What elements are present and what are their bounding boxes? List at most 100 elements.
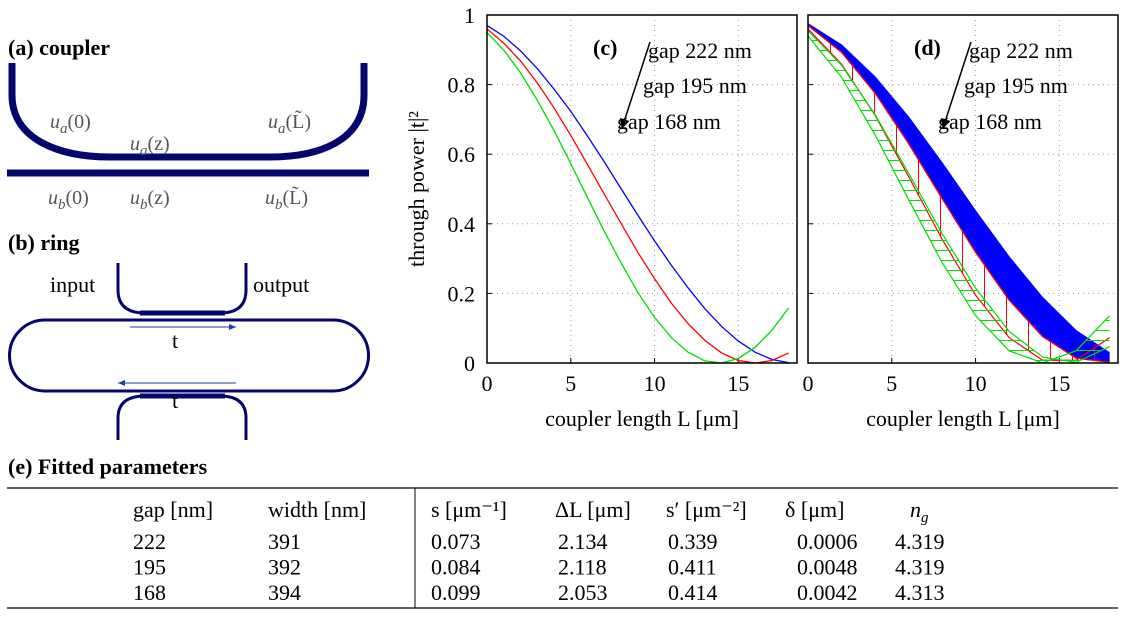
port-label: output (253, 272, 309, 297)
coefficient-label: t (172, 388, 178, 413)
panel-label: (d) (914, 35, 941, 60)
table-cell: 392 (268, 555, 301, 580)
drop-waveguide (116, 394, 248, 440)
column-header: δ [μm] (785, 497, 844, 522)
math-label: ub(L̃) (265, 185, 308, 213)
y-tick-label: 0.2 (448, 281, 476, 306)
annotation: gap 168 nm (617, 109, 721, 134)
y-tick-label: 0.4 (448, 212, 476, 237)
annotation: gap 168 nm (938, 109, 1042, 134)
range-area (808, 25, 1110, 363)
column-header: s′ [μm⁻²] (666, 497, 747, 522)
table-cell: 2.118 (558, 555, 607, 580)
subscript: a (278, 121, 286, 137)
y-tick-label: 0.6 (448, 142, 476, 167)
subscript: a (60, 121, 68, 137)
table-cell: 4.319 (895, 529, 945, 554)
annotation: gap 222 nm (969, 38, 1073, 63)
x-tick-label: 5 (886, 371, 897, 396)
math-label: ng (910, 497, 929, 526)
x-tick-label: 0 (482, 371, 493, 396)
chart: 0 5 10 15 0 0.2 0.4 0.6 0.8 1 through power |t|² co… (404, 3, 798, 431)
y-axis-label: through power |t|² (404, 111, 429, 267)
x-tick-label: 10 (644, 371, 666, 396)
table-cell: 168 (133, 580, 166, 605)
y-tick-label: 0.8 (448, 73, 476, 98)
column-header: s [μm⁻¹] (431, 497, 507, 522)
chart: 0 5 10 15 coupler length L [μm] (d) gap 222 nm… (803, 14, 1119, 431)
table-cell: 2.053 (558, 580, 608, 605)
table-cell: 394 (268, 580, 301, 605)
port-label: input (50, 272, 95, 297)
panel-label: (b) ring (8, 230, 80, 255)
x-tick-label: 15 (727, 371, 749, 396)
column-header: ΔL [μm] (555, 497, 631, 522)
symbol: u (130, 187, 140, 209)
annotation: gap 195 nm (964, 73, 1068, 98)
range-area (808, 30, 1110, 363)
subscript: b (140, 197, 148, 213)
ring (8, 318, 370, 393)
argument: (0) (66, 187, 89, 209)
table-cell: 0.0006 (797, 529, 858, 554)
table-cell: 0.084 (431, 555, 481, 580)
table-cell: 0.0048 (797, 555, 858, 580)
math-label: ua(0) (50, 111, 91, 137)
argument: (L̃) (286, 109, 312, 133)
y-tick-label: 0 (464, 351, 475, 376)
x-tick-label: 0 (803, 371, 814, 396)
table-cell: 0.073 (431, 529, 481, 554)
argument: (L̃) (283, 185, 309, 209)
table-cell: 2.134 (558, 529, 608, 554)
argument: (z) (148, 133, 170, 155)
range-lower (808, 35, 1111, 363)
x-tick-label: 15 (1048, 371, 1070, 396)
math-label: ua(L̃) (268, 109, 311, 137)
subscript: a (140, 143, 148, 159)
symbol: u (50, 111, 60, 133)
table-cell: 0.099 (431, 580, 481, 605)
range-area (808, 23, 1110, 363)
argument: (0) (68, 111, 91, 133)
range-upper (808, 23, 1110, 354)
table-cell: 4.313 (895, 580, 945, 605)
column-header: gap [nm] (133, 497, 213, 522)
table-cell: 0.411 (668, 555, 717, 580)
panel-label: (c) (593, 35, 617, 60)
math-label: ub(z) (130, 187, 170, 213)
range-upper (808, 24, 1110, 363)
coefficient-label: t (172, 328, 178, 353)
data-line (487, 24, 789, 363)
symbol: u (130, 133, 140, 155)
bent-waveguide (8, 63, 368, 161)
table-cell: 222 (133, 529, 166, 554)
annotation: gap 222 nm (648, 38, 752, 63)
table-cell: 0.339 (668, 529, 718, 554)
arrow (941, 41, 972, 129)
subscript: b (275, 197, 283, 213)
table-title: (e) Fitted parameters (8, 454, 208, 479)
arrow (620, 41, 651, 129)
table-cell: 0.414 (668, 580, 718, 605)
table-cell: 4.319 (895, 555, 945, 580)
x-tick-label: 5 (565, 371, 576, 396)
table-cell: 195 (133, 555, 166, 580)
subscript: g (921, 510, 929, 526)
math-label: ub(0) (48, 187, 89, 213)
plot-frame (807, 14, 1119, 364)
symbol: u (265, 187, 275, 209)
table-cell: 0.0042 (797, 580, 858, 605)
range-upper (808, 30, 1110, 363)
input-waveguide (116, 263, 248, 315)
symbol: n (910, 497, 921, 522)
plot-area (808, 23, 1111, 363)
table-cell: 391 (268, 529, 301, 554)
math-label: ua(z) (130, 133, 170, 159)
plot-area (487, 24, 790, 363)
panel-label: (a) coupler (8, 35, 110, 60)
argument: (z) (148, 187, 170, 209)
symbol: u (48, 187, 58, 209)
subscript: b (58, 197, 66, 213)
